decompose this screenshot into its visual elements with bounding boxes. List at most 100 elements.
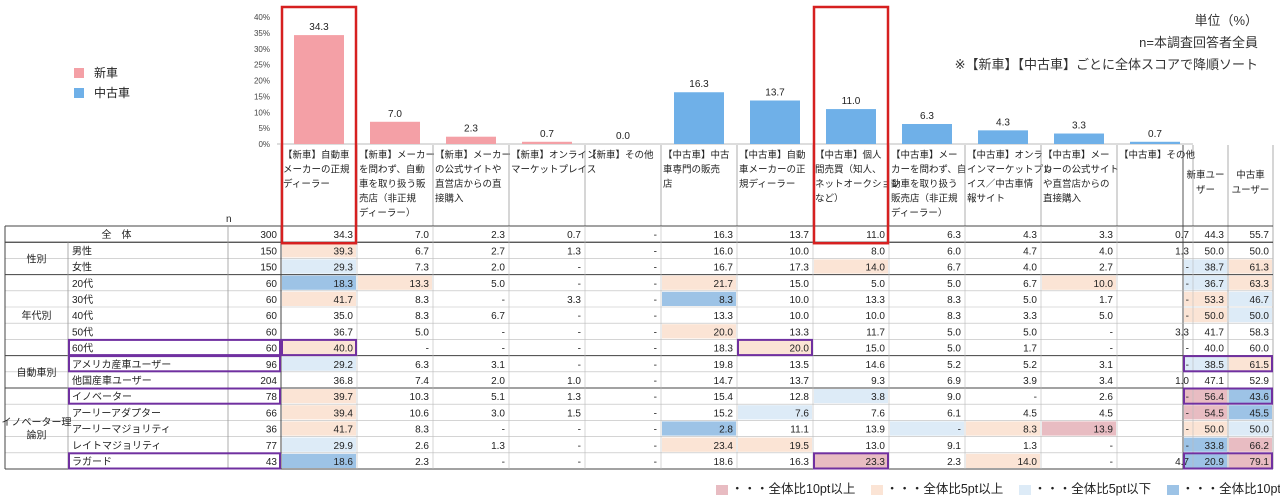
table-cell: 1.0	[567, 376, 581, 387]
user-cell: 43.6	[1250, 392, 1270, 403]
table-cell: -	[654, 376, 657, 387]
table-cell: 7.0	[415, 230, 429, 241]
table-cell: -	[1110, 457, 1113, 468]
user-cell-shade	[1229, 437, 1272, 452]
cell-shade	[282, 340, 356, 355]
table-cell: 8.3	[947, 311, 961, 322]
table-cell: 5.0	[1099, 311, 1113, 322]
category-header-label: 車を取り扱う販	[359, 178, 426, 190]
y-tick-label: 0%	[258, 140, 270, 149]
user-cell: 50.0	[1205, 246, 1225, 257]
n-header: n	[226, 214, 232, 225]
row-n: 60	[266, 279, 278, 290]
user-cell: 38.5	[1205, 360, 1225, 371]
bar	[674, 92, 724, 144]
table-cell: -	[654, 392, 657, 403]
cell-shade	[282, 259, 356, 274]
table-cell: -	[1110, 441, 1113, 452]
table-cell: 3.1	[1099, 360, 1113, 371]
y-tick-label: 10%	[254, 108, 270, 117]
table-cell: 10.0	[790, 311, 810, 322]
bar-value-label: 13.7	[765, 88, 785, 99]
user-cell: 50.0	[1205, 311, 1225, 322]
table-cell: 2.0	[491, 263, 505, 274]
table-cell: -	[578, 457, 581, 468]
row-label: ラガード	[72, 456, 112, 468]
table-cell: 2.7	[1099, 263, 1113, 274]
category-header-label: イス／中古車情	[967, 178, 1034, 190]
legend-used-car-label: 中古車	[94, 86, 131, 100]
bottom-legend-item: ・・・全体比5pt以上	[870, 478, 1003, 497]
cell-shade	[282, 243, 356, 258]
table-cell: 5.0	[1023, 295, 1037, 306]
category-header-label: 【中古車】オンラ	[967, 149, 1043, 161]
table-cell: -	[1186, 425, 1189, 436]
category-header-label: 車専門の販売	[663, 164, 720, 176]
user-cell-shade	[1184, 291, 1227, 306]
user-cell: 46.7	[1250, 295, 1270, 306]
table-cell: -	[654, 279, 657, 290]
cell-shade	[1042, 421, 1116, 436]
unit-note: 単位（%）	[1194, 13, 1258, 28]
table-cell: 13.3	[714, 311, 734, 322]
user-cell-shade	[1184, 389, 1227, 404]
table-cell: 2.3	[491, 230, 505, 241]
category-header-label: 規ディーラー	[739, 178, 795, 190]
table-cell: -	[502, 327, 505, 338]
table-cell: 11.7	[866, 327, 885, 338]
row-label: 男性	[72, 244, 92, 257]
user-cell: 61.3	[1250, 263, 1270, 274]
row-outline	[68, 452, 281, 470]
row-label: アーリーアダプター	[72, 406, 161, 419]
category-header-label: 【中古車】中古	[663, 149, 730, 161]
bottom-legend-swatch	[1166, 484, 1179, 495]
table-cell: 40.0	[334, 344, 354, 355]
table-cell: 4.0	[1099, 246, 1113, 257]
category-header-label: 【新車】メーカー	[435, 149, 511, 161]
user-row-outline	[1183, 452, 1273, 470]
user-cell: 55.7	[1250, 230, 1270, 241]
table-cell: 13.3	[790, 327, 810, 338]
table-cell: 13.7	[790, 230, 810, 241]
user-cell: 45.5	[1250, 408, 1270, 419]
table-cell: 19.8	[714, 360, 734, 371]
table-cell: 4.7	[1023, 246, 1037, 257]
table-cell: -	[1186, 360, 1189, 371]
table-cell: -	[502, 295, 505, 306]
bottom-legend-item: ・・・全体比10pt以下	[1166, 478, 1280, 497]
table-cell: 13.3	[866, 295, 886, 306]
sort-note: ※【新車】【中古車】ごとに全体スコアで降順ソート	[954, 57, 1258, 72]
table-cell: 3.9	[1023, 376, 1037, 387]
table-cell: 14.7	[714, 376, 734, 387]
table-cell: 41.7	[334, 425, 354, 436]
user-cell-shade	[1184, 308, 1227, 323]
bar	[1130, 141, 1180, 144]
table-cell: -	[502, 457, 505, 468]
category-header-label: 【新車】メーカー	[359, 149, 435, 161]
table-cell: 5.0	[947, 327, 961, 338]
table-cell: 10.0	[790, 246, 810, 257]
row-n: 150	[260, 263, 277, 274]
category-header-label: 販売店（非正規	[891, 193, 958, 205]
table-cell: 18.3	[714, 344, 734, 355]
category-header-label: を問わず、自動	[359, 164, 425, 176]
table-cell: 5.1	[491, 392, 505, 403]
row-label: 50代	[72, 326, 93, 338]
bar	[522, 141, 572, 144]
bottom-legend-swatch	[1018, 484, 1031, 495]
table-cell: 13.7	[790, 376, 810, 387]
table-cell: -	[502, 425, 505, 436]
row-label: 40代	[72, 310, 93, 322]
cell-shade	[814, 453, 888, 468]
category-header-label: 【新車】オンライン	[511, 149, 597, 161]
group-label: イノベーター理	[2, 417, 72, 429]
table-cell: 13.0	[866, 441, 886, 452]
table-cell: -	[426, 344, 429, 355]
category-header-label: 報サイト	[967, 194, 1005, 205]
category-header-label: 売店（非正規	[359, 193, 417, 205]
category-header-label: ネットオークション	[815, 179, 901, 190]
user-cell: 44.3	[1205, 230, 1225, 241]
table-cell: -	[1110, 327, 1113, 338]
table-cell: -	[654, 457, 657, 468]
table-cell: 8.0	[871, 246, 885, 257]
